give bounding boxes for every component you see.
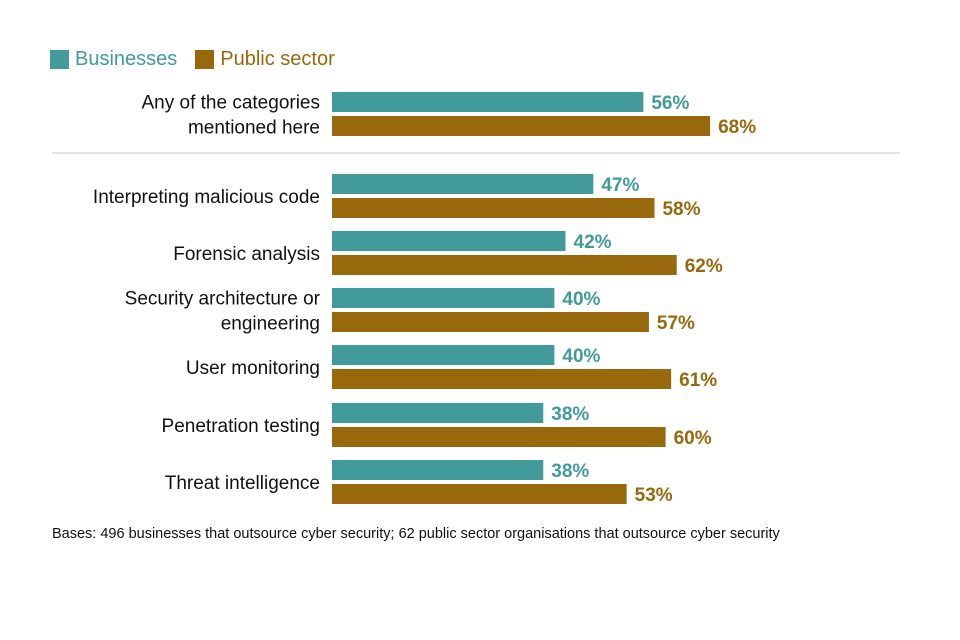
bar-businesses	[332, 403, 544, 423]
legend-label-businesses: Businesses	[75, 48, 178, 70]
category-label: engineering	[221, 314, 320, 335]
data-label-public-sector: 57%	[657, 313, 695, 334]
bar-public-sector	[332, 369, 672, 389]
data-label-businesses: 47%	[601, 175, 639, 196]
bar-chart: Any of the categories mentioned here 56% 68…	[52, 92, 900, 506]
bar-businesses	[332, 92, 644, 112]
legend-swatch-public-sector	[195, 50, 215, 69]
bar-businesses	[332, 288, 555, 308]
data-label-public-sector: 60%	[674, 428, 712, 449]
category-label: Penetration testing	[162, 416, 320, 437]
category-label: User monitoring	[186, 358, 320, 379]
chart-legend: Businesses Public sector	[50, 48, 353, 71]
data-label-businesses: 40%	[562, 289, 600, 310]
data-label-businesses: 38%	[551, 461, 589, 482]
category-label: Forensic analysis	[173, 244, 320, 265]
data-label-businesses: 56%	[651, 93, 689, 114]
data-label-businesses: 42%	[574, 232, 612, 253]
category-label: Any of the categories	[142, 93, 321, 114]
data-label-businesses: 38%	[551, 404, 589, 425]
legend-item-businesses: Businesses	[50, 48, 177, 71]
data-label-businesses: 40%	[562, 346, 600, 367]
category-label: Security architecture or	[125, 289, 321, 310]
legend-label-public-sector: Public sector	[220, 48, 335, 70]
category-label: Threat intelligence	[165, 473, 320, 494]
data-label-public-sector: 61%	[679, 370, 717, 391]
data-label-public-sector: 58%	[662, 199, 700, 220]
legend-swatch-businesses	[50, 50, 69, 69]
category-label: mentioned here	[188, 118, 320, 139]
data-label-public-sector: 62%	[685, 256, 723, 277]
bar-public-sector	[332, 198, 655, 218]
bar-public-sector	[332, 427, 666, 447]
chart-footnote: Bases: 496 businesses that outsource cyb…	[52, 526, 780, 542]
bar-businesses	[332, 174, 594, 194]
bar-public-sector	[332, 312, 649, 332]
bar-public-sector	[332, 484, 627, 504]
data-label-public-sector: 68%	[718, 117, 756, 138]
bar-businesses	[332, 460, 544, 480]
category-label: Interpreting malicious code	[93, 187, 320, 208]
bar-businesses	[332, 345, 555, 365]
bar-public-sector	[332, 255, 677, 275]
legend-item-public-sector: Public sector	[195, 48, 335, 71]
bar-businesses	[332, 231, 566, 251]
bar-public-sector	[332, 116, 711, 136]
data-label-public-sector: 53%	[635, 485, 673, 506]
